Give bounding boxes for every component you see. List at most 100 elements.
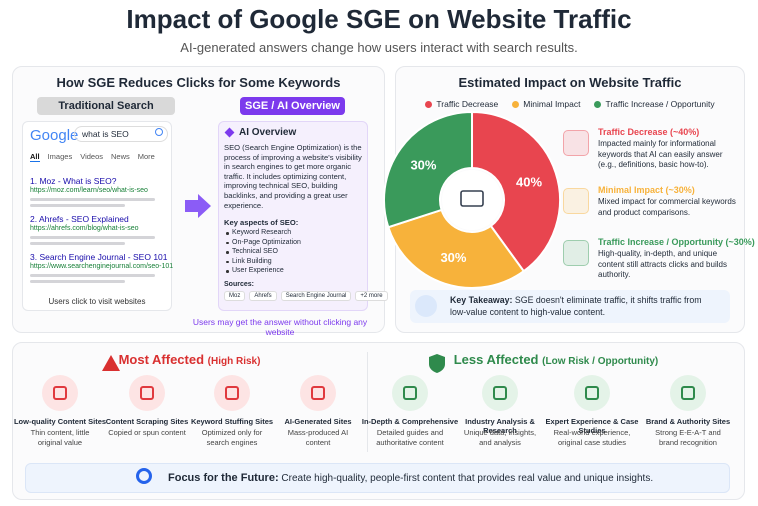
search-bar: [74, 126, 168, 142]
bullet: [226, 251, 229, 254]
legend-item: Traffic Decrease: [425, 99, 498, 109]
item-text: Real-world experience, original case stu…: [553, 428, 631, 447]
bullet: [226, 270, 229, 273]
impact-title: Traffic Decrease (~40%): [598, 127, 700, 137]
focus: Focus for the Future: Create high-qualit…: [168, 472, 653, 484]
caption: Users click to visit websites: [48, 297, 146, 306]
item-glyph: [403, 386, 417, 400]
item-icon: [42, 375, 78, 411]
item-text: Optimized only for search engines: [201, 428, 263, 447]
result-title: 1. Moz - What is SEO?: [30, 176, 117, 186]
search-mock: [22, 121, 172, 311]
most-affected-title: Most Affected (High Risk): [12, 352, 367, 367]
title: Less Affected: [453, 352, 539, 367]
item-glyph: [311, 386, 325, 400]
text-line: [30, 204, 125, 207]
tab: Images: [47, 152, 73, 161]
center-circle: [442, 170, 502, 230]
less-affected-title: Less Affected (Low Risk / Opportunity): [367, 352, 745, 367]
impact-icon: [563, 240, 589, 266]
legend-label: Traffic Decrease: [436, 99, 499, 109]
item-title: AI-Generated Sites: [284, 417, 352, 426]
text-line: [30, 236, 155, 239]
result-title: 2. Ahrefs - SEO Explained: [30, 214, 129, 224]
title: Most Affected: [118, 352, 205, 367]
tab: More: [137, 152, 155, 161]
value-label: 40%: [516, 174, 542, 189]
item-title: Content Scraping Sites: [105, 417, 189, 426]
ai-box: [218, 121, 368, 311]
ai-title: AI Overview: [239, 127, 297, 138]
legend: Traffic Decrease Minimal Impact Traffic In…: [395, 99, 745, 109]
query: what is SEO: [82, 129, 129, 139]
pie-slice: [471, 110, 561, 273]
impact-text: Mixed impact for commercial keywords and…: [598, 197, 736, 217]
item-icon: [482, 375, 518, 411]
value-label: 30%: [440, 250, 466, 265]
text-line: [30, 280, 125, 283]
text-line: [30, 198, 155, 201]
text-line: [30, 274, 155, 277]
item-text: Mass-produced AI content: [287, 428, 349, 447]
pill: Traditional Search: [37, 97, 175, 115]
takeaway-label: Key Takeaway:: [450, 295, 513, 305]
sources: Moz Ahrefs Search Engine Journal +2 more: [224, 291, 388, 301]
source-chip: Ahrefs: [249, 291, 277, 301]
impact-title: Minimal Impact (~30%): [598, 185, 695, 195]
aspects-title: Key aspects of SEO:: [224, 218, 299, 227]
bullet: [226, 260, 229, 264]
item-text: Thin content, little original value: [30, 428, 90, 447]
result-url: https://www.searchenginejournal.com/seo-…: [30, 263, 174, 270]
item-text: Unique data, insights, and analysis: [463, 428, 537, 447]
legend-item: Minimal Impact: [512, 99, 580, 109]
item-glyph: [53, 386, 67, 400]
takeaway-text: SGE doesn't eliminate traffic, it shifts…: [450, 295, 702, 317]
value-label: 30%: [410, 158, 436, 173]
result-url: https://moz.com/learn/seo/what-is-seo: [30, 187, 148, 194]
item-icon: [392, 375, 428, 411]
result-title: 3. Search Engine Journal - SEO 101: [30, 252, 168, 262]
search-icon: [155, 128, 163, 136]
note: (High Risk): [207, 356, 261, 367]
item-glyph: [681, 386, 695, 400]
warning-icon: [102, 355, 120, 371]
bulb-icon: [415, 295, 437, 317]
item-icon: [214, 375, 250, 411]
ai-text: SEO (Search Engine Optimization) is the …: [224, 143, 362, 210]
tab: Videos: [80, 152, 103, 161]
tab: News: [111, 152, 130, 161]
source-chip: +2 more: [355, 291, 388, 301]
item-text: Strong E-E-A-T and brand recognition: [655, 428, 721, 447]
aspect: User Experience: [232, 267, 284, 275]
pie-slice: [383, 110, 473, 229]
item-title: Keyword Stuffing Sites: [190, 417, 274, 426]
subtitle: AI-generated answers change how users in…: [180, 40, 578, 55]
aspect: On-Page Optimization: [232, 238, 301, 246]
target-icon: [136, 468, 152, 484]
impact-icon: [563, 188, 589, 214]
title: Impact of Google SGE on Website Traffic: [126, 4, 632, 34]
aspect: Technical SEO: [232, 248, 278, 256]
item-title: Expert Experience & Case Studies: [545, 417, 639, 435]
divider: [367, 352, 368, 452]
note: (Low Risk / Opportunity): [542, 356, 659, 367]
aspect: Link Building: [232, 257, 272, 265]
item-glyph: [140, 386, 154, 400]
item-text: Detailed guides and authoritative conten…: [376, 428, 444, 447]
impact-text: Impacted mainly for informational keywor…: [598, 139, 723, 169]
pill: SGE / AI Overview: [240, 97, 345, 115]
legend-swatch: [512, 100, 520, 108]
legend-label: Minimal Impact: [523, 99, 581, 109]
source-chip: Search Engine Journal: [280, 291, 352, 301]
takeaway: Key Takeaway: SGE doesn't eliminate traf…: [450, 295, 720, 318]
pie-slice: [387, 208, 526, 289]
result-url: https://ahrefs.com/blog/what-is-seo: [30, 225, 139, 232]
item-icon: [574, 375, 610, 411]
tabs: All Images Videos News More: [30, 152, 155, 162]
item-icon: [129, 375, 165, 411]
aspect: Keyword Research: [232, 229, 292, 236]
caption: Users may get the answer without clickin…: [192, 317, 368, 337]
item-icon: [670, 375, 706, 411]
item-glyph: [585, 386, 599, 400]
